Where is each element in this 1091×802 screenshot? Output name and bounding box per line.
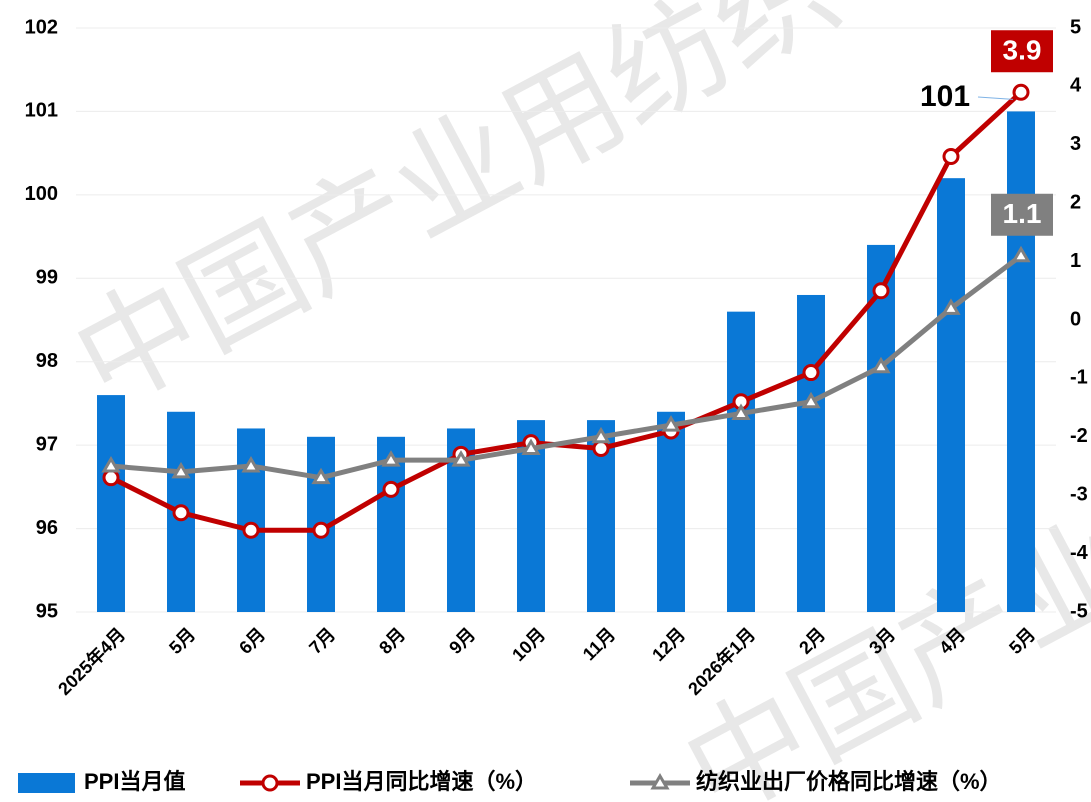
y2-tick-label: -2 [1070,425,1088,447]
marker [1012,83,1030,101]
x-tick-label: 8月 [375,624,409,658]
marker [101,456,121,473]
y2-tick-label: 3 [1070,133,1081,155]
marker [592,439,610,457]
marker [242,521,260,539]
data-label: 101 [920,80,970,113]
bar [237,428,265,612]
x-tick-label: 12月 [648,624,689,665]
legend-label: 纺织业出厂价格同比增速（%） [696,769,1002,794]
x-tick-label: 11月 [579,624,619,664]
y2-tick-label: 5 [1070,16,1081,38]
legend-swatch [18,773,75,793]
bar [727,311,755,612]
y2-tick-label: -5 [1070,600,1088,622]
bar [797,294,825,612]
line [110,253,1023,481]
marker [591,426,611,444]
data-label: 3.9 [1003,35,1042,66]
legend-swatch [650,773,670,790]
y-tick-label: 100 [25,183,58,205]
x-tick-label: 7月 [305,624,339,658]
marker [451,450,471,467]
label-leader [977,96,1014,100]
y2-tick-label: 1 [1070,250,1081,272]
x-tick-label: 2025年4月 [53,623,129,699]
bar [937,178,965,612]
y-tick-label: 99 [36,267,58,289]
marker [871,356,891,374]
marker [942,147,960,165]
y-tick-label: 95 [36,600,58,622]
y2-tick-label: -4 [1070,542,1089,564]
x-tick-label: 10月 [508,624,549,665]
y-tick-label: 98 [36,350,58,372]
y-tick-label: 101 [25,100,58,122]
marker [102,469,120,487]
data-label-box [991,30,1053,73]
bar [97,395,125,612]
x-tick-label: 9月 [445,624,479,658]
marker [312,521,330,539]
bar [1007,111,1035,612]
bar [657,411,685,612]
marker [1011,245,1031,263]
marker [382,480,400,498]
y-tick-label: 96 [36,517,58,539]
marker [241,456,261,473]
marker [381,450,401,467]
marker [172,504,190,522]
legend-swatch [261,774,279,792]
legend-label: PPI当月值 [84,769,185,794]
x-tick-label: 5月 [165,624,199,658]
y-tick-label: 97 [36,433,58,455]
line [109,90,1023,533]
y2-tick-label: 2 [1070,191,1081,213]
x-tick-label: 6月 [235,624,269,658]
y-tick-label: 102 [25,16,58,38]
legend-label: PPI当月同比增速（%） [306,769,537,794]
marker [171,461,191,479]
y2-tick-label: 4 [1070,75,1082,97]
marker [311,467,331,485]
y2-tick-label: 0 [1070,308,1081,330]
marker [802,364,820,382]
marker [661,415,681,432]
marker [521,438,541,455]
y2-tick-label: -3 [1070,483,1088,505]
bar [867,244,895,612]
data-label-box [991,193,1053,236]
marker [941,298,961,315]
marker [731,403,751,420]
y2-tick-label: -1 [1070,367,1088,389]
marker [801,391,821,409]
data-label: 1.1 [1003,198,1042,229]
marker [872,282,890,300]
